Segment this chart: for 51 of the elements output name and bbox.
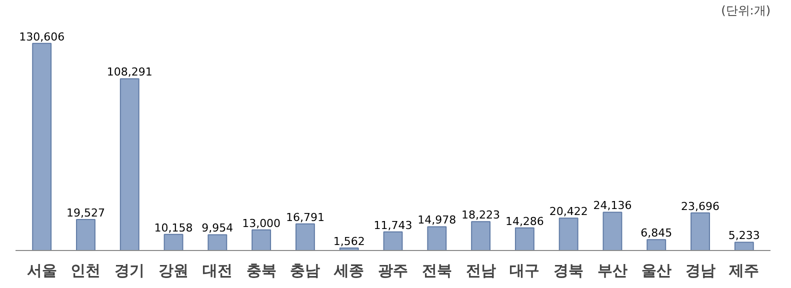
bar xyxy=(32,42,52,250)
text: (단위:개) xyxy=(721,4,770,18)
bar xyxy=(383,231,403,250)
data-label: 24,136 xyxy=(593,199,632,212)
data-label: 9,954 xyxy=(202,222,234,235)
x-tick-label: 대전 xyxy=(202,262,232,280)
x-tick-label: 전남 xyxy=(466,262,496,280)
bar xyxy=(602,212,622,250)
bar xyxy=(690,212,710,250)
data-label: 1,562 xyxy=(333,235,365,248)
data-label: 18,223 xyxy=(462,208,500,222)
data-label: 130,606 xyxy=(19,30,65,44)
x-tick-label: 광주 xyxy=(378,262,408,280)
x-tick-label: 경기 xyxy=(114,262,145,280)
bar xyxy=(558,218,578,250)
data-label: 16,791 xyxy=(286,210,324,224)
x-tick-label: 강원 xyxy=(158,262,189,280)
data-label: 5,233 xyxy=(728,229,760,242)
data-label: 20,422 xyxy=(549,205,588,218)
bar xyxy=(295,223,315,250)
bar xyxy=(646,239,666,250)
bar xyxy=(208,234,228,250)
data-label: 14,286 xyxy=(505,214,544,228)
data-label: 14,978 xyxy=(418,214,456,227)
bar xyxy=(427,226,447,250)
bar xyxy=(76,219,96,250)
bar xyxy=(514,227,534,250)
bar xyxy=(471,221,491,250)
x-tick-label: 제주 xyxy=(728,262,760,280)
data-label: 11,743 xyxy=(374,218,412,232)
x-tick-label: 충남 xyxy=(290,262,320,280)
x-tick-label: 전북 xyxy=(422,262,452,280)
x-tick-label: 경남 xyxy=(685,262,716,280)
bar xyxy=(252,229,272,250)
x-tick-label: 인천 xyxy=(70,262,101,280)
data-label: 10,158 xyxy=(154,221,193,234)
data-label: 6,845 xyxy=(640,226,672,240)
x-tick-label: 경북 xyxy=(554,262,584,280)
bar xyxy=(120,78,140,250)
bar xyxy=(164,234,184,250)
x-tick-label: 울산 xyxy=(641,262,672,280)
data-label: 13,000 xyxy=(242,216,281,230)
x-tick-label: 세종 xyxy=(333,262,364,280)
data-label: 108,291 xyxy=(106,66,152,79)
data-label: 23,696 xyxy=(681,200,720,213)
bar xyxy=(734,242,754,250)
x-tick-label: 부산 xyxy=(597,262,628,280)
data-label: 19,527 xyxy=(66,206,105,220)
x-tick-label: 서울 xyxy=(26,262,57,280)
x-tick-label: 충북 xyxy=(246,262,276,280)
x-tick-label: 대구 xyxy=(510,262,540,280)
